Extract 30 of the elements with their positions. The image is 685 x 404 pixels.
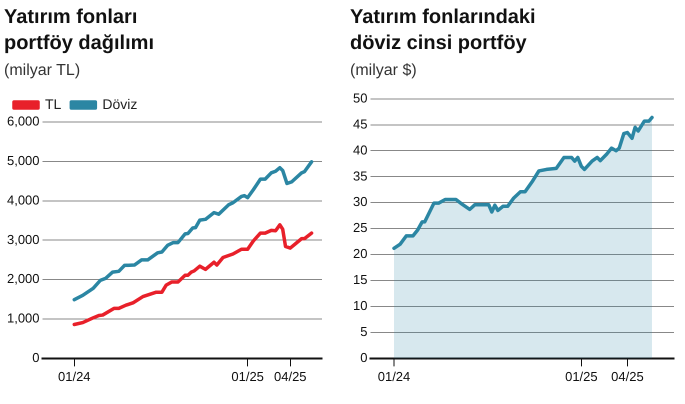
x-tick-label: 01/25 [231,368,264,384]
x-tick-label: 01/24 [378,368,410,384]
y-tick-label: 4,000 [6,192,40,208]
y-tick-label: 50 [352,90,368,106]
x-tick-label: 04/25 [611,368,644,384]
y-tick-label: 5 [360,324,368,340]
y-tick-label: 15 [352,272,368,288]
chart-title: Yatırım fonlarındaki döviz cinsi portföy [350,6,536,54]
y-tick-label: 30 [352,194,368,210]
y-tick-label: 10 [352,298,368,314]
y-tick-label: 5,000 [6,152,40,168]
y-tick-label: 0 [360,350,368,365]
y-tick-label: 3,000 [6,232,40,247]
legend-label: TL [45,96,62,112]
y-tick-label: 20 [352,246,368,262]
y-tick-label: 2,000 [6,271,40,286]
y-tick-label: 45 [352,116,368,132]
y-tick-label: 1,000 [6,310,40,326]
y-tick-label: 40 [352,142,368,158]
chart-title: Yatırım fonları portföy dağılımı [4,6,154,54]
x-tick-label: 01/24 [58,368,91,384]
chart-subtitle: (milyar $) [350,62,417,79]
x-tick-label: 01/25 [565,368,598,384]
y-tick-label: 25 [352,220,368,236]
y-tick-label: 0 [32,350,40,365]
y-tick-label: 35 [352,168,368,184]
legend-label: Döviz [102,96,138,112]
chart-subtitle: (milyar TL) [4,62,80,79]
y-tick-label: 6,000 [6,114,40,129]
x-tick-label: 04/25 [274,368,307,384]
